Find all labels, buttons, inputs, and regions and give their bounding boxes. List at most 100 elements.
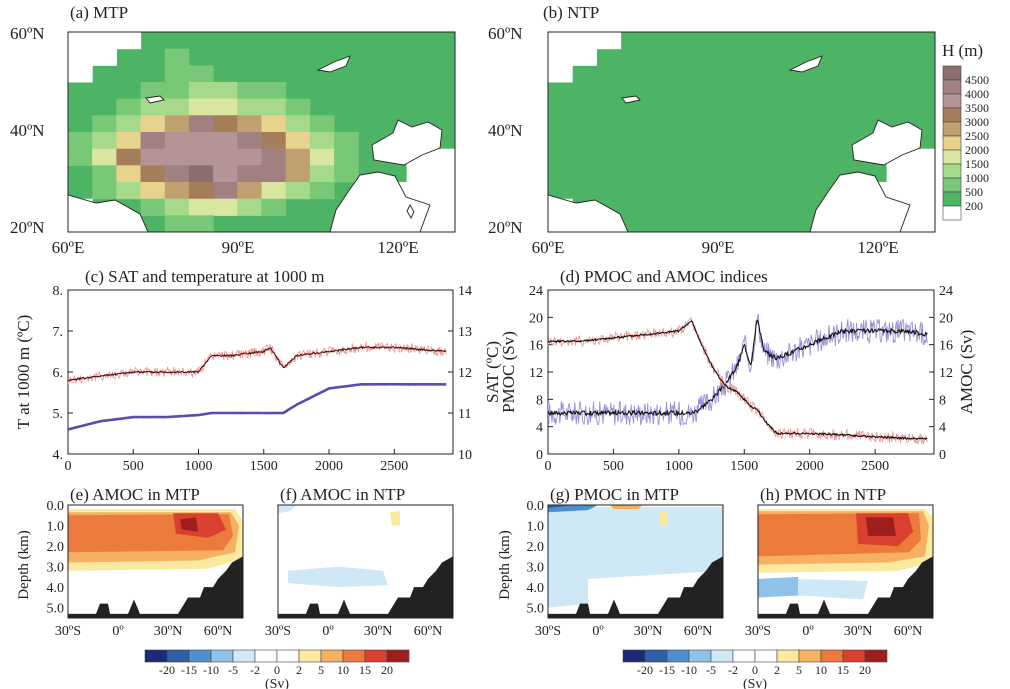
coastline-ntp [547, 55, 923, 233]
sv-colorbar-box [298, 649, 322, 663]
height-colorbar-label: 500 [965, 185, 983, 199]
sv-colorbar-label: 2 [296, 663, 302, 677]
lat-tick-label: 30ºS [55, 624, 81, 639]
section-frame [757, 504, 934, 619]
section-frame [277, 504, 454, 619]
map-cell [572, 32, 597, 50]
map-title-mtp: (a) MTP [70, 3, 128, 22]
amoc-contour-20 [180, 517, 198, 532]
sv-colorbar-label: -10 [681, 663, 697, 677]
lat-tick-label: 30ºN [844, 624, 872, 639]
x-tick-label: 2000 [315, 459, 343, 474]
section-title-pmoc-ntp: (h) PMOC in NTP [760, 485, 886, 504]
sv-colorbar-label: 10 [337, 663, 349, 677]
pmoc-ntp-contour-neg2 [798, 578, 868, 600]
map-cell [548, 65, 573, 83]
sv-colorbar-label: 0 [274, 663, 280, 677]
map-cell [164, 182, 190, 200]
x-tick-label: 500 [603, 459, 624, 474]
map-cell [237, 132, 262, 150]
left-tick-label: 16 [529, 339, 543, 354]
height-colorbar-label: 2500 [965, 129, 989, 143]
sv-colorbar-box [254, 649, 278, 663]
map-cell [886, 182, 912, 200]
map-cell [572, 48, 597, 66]
height-colorbar-label: 3000 [965, 115, 989, 129]
lat-tick-label: 60ºN [414, 624, 442, 639]
lat-tick-label: 30ºS [745, 624, 771, 639]
sv-colorbar-label: -20 [637, 663, 653, 677]
map-cell [116, 165, 142, 183]
lat-tick-40n-b: 40ºN [488, 121, 523, 140]
map-cell [596, 32, 622, 50]
map-frame-mtp [67, 31, 456, 233]
series-smooth-pmoc [548, 319, 928, 417]
map-cell [261, 82, 287, 100]
left-tick-label: 8 [536, 393, 543, 408]
map-cell [164, 165, 190, 183]
map-cell [68, 48, 93, 66]
map-cell [92, 48, 117, 66]
map-cell [334, 132, 359, 150]
lat-tick-20n-b: 20ºN [488, 218, 523, 237]
map-cell [188, 148, 214, 166]
map-cell [213, 98, 238, 116]
height-colorbar-box [942, 121, 962, 137]
map-cell [309, 148, 335, 166]
depth-tick-label: 1.0 [527, 520, 545, 535]
height-colorbar-label: 1000 [965, 171, 989, 185]
section-frame [547, 504, 724, 619]
sv-colorbar-box [622, 649, 646, 663]
map-cell [213, 82, 238, 100]
amoc-ntp-contour-neg [278, 505, 296, 514]
map-cell [164, 48, 190, 66]
pmoc-mtp-contour-neg10 [548, 505, 598, 513]
sv-colorbar-box [364, 649, 388, 663]
height-colorbar-label: 3500 [965, 101, 989, 115]
map-cell [309, 182, 335, 200]
map-cell [116, 115, 142, 133]
sv-colorbar-label: 5 [796, 663, 802, 677]
sv-colorbar-box [188, 649, 212, 663]
lat-tick-label: 30ºN [634, 624, 662, 639]
depth-tick-label: 5.0 [527, 602, 545, 617]
depth-tick-label: 2.0 [47, 540, 65, 555]
sv-colorbar-box [798, 649, 822, 663]
height-colorbar-box [942, 107, 962, 123]
sv-colorbar-label: -15 [181, 663, 197, 677]
lon-tick-60e-b: 60ºE [532, 238, 565, 257]
lon-tick-90e-a: 90ºE [222, 238, 255, 257]
sv-colorbar-unit: (Sv) [743, 677, 767, 689]
sv-colorbar-box [144, 649, 168, 663]
section-depth-label-right: Depth (km) [497, 530, 513, 600]
map-cell [334, 165, 359, 183]
map-height-field-mtp [68, 32, 456, 233]
map-cell [430, 215, 456, 233]
lon-tick-60e-a: 60ºE [52, 238, 85, 257]
panel-d-frame [547, 289, 935, 455]
height-colorbar-box [942, 191, 962, 207]
series-smooth-amoc [548, 319, 928, 441]
sv-colorbar-box [166, 649, 190, 663]
height-colorbar-box [942, 163, 962, 179]
section-panel-pmoc-mtp: (g) PMOC in MTP 0.0 1.0 2.0 3.0 4.0 5.0 30ºS 0º 3… [527, 485, 724, 639]
map-cell [261, 148, 287, 166]
left-tick-label: 12 [529, 366, 543, 381]
map-cell [140, 82, 166, 100]
sv-colorbar-box [732, 649, 756, 663]
sv-colorbar-box [342, 649, 366, 663]
x-tick-label: 0 [65, 459, 72, 474]
map-cell [910, 165, 936, 183]
sv-colorbar-label: 20 [381, 663, 393, 677]
map-cell [910, 148, 936, 166]
sv-colorbar-unit: (Sv) [265, 677, 289, 689]
map-cell [116, 32, 142, 50]
map-cell [164, 198, 190, 216]
map-cell [92, 32, 117, 50]
map-cell [188, 182, 214, 200]
map-cell [140, 115, 166, 133]
sv-colorbar-label: -20 [159, 663, 175, 677]
lat-tick-40n-a: 40ºN [10, 121, 45, 140]
map-cell [116, 132, 142, 150]
sv-colorbar-box [842, 649, 866, 663]
